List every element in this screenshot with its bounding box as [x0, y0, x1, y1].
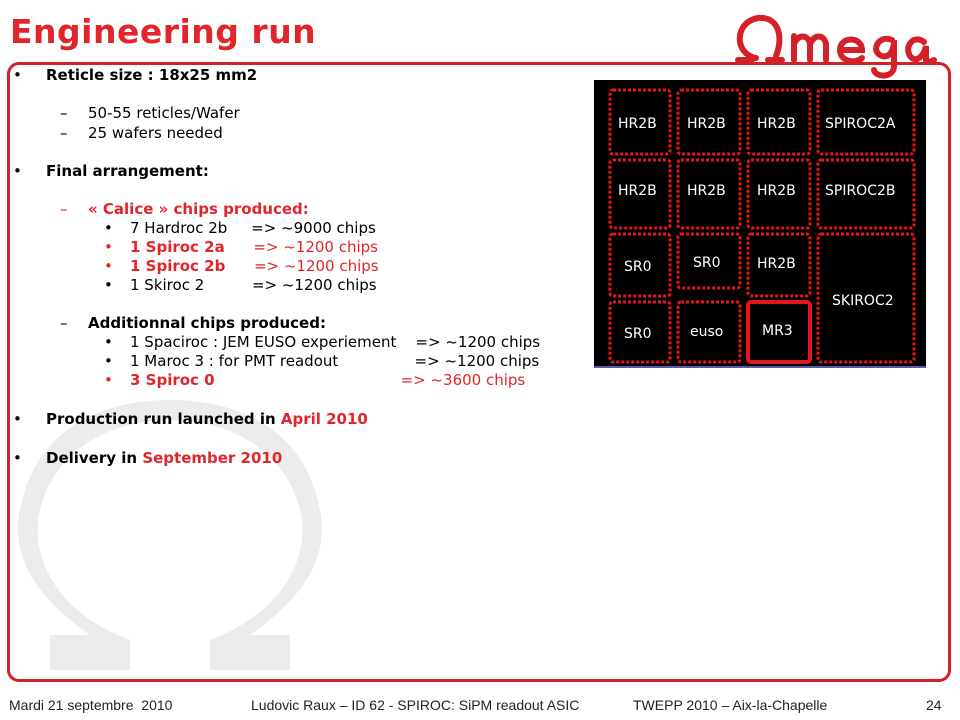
bullet-dot: •	[13, 66, 22, 84]
die-label: SR0	[693, 255, 721, 271]
die-label: SR0	[624, 326, 652, 342]
bullet-dot: •	[13, 449, 22, 467]
spiroc2a-item: 1 Spiroc 2a => ~1200 chips	[130, 238, 378, 256]
final-arrangement: Final arrangement:	[46, 162, 209, 180]
delivery-date: September 2010	[142, 449, 283, 467]
bullet-dot: •	[104, 333, 113, 351]
reticle-layout-image: HR2B HR2B HR2B SPIROC2A HR2B HR2B HR2B S…	[594, 80, 926, 376]
dash-marker: –	[60, 104, 68, 122]
slide-frame	[7, 62, 951, 682]
bullet-dot: •	[104, 257, 113, 275]
bullet-dot: •	[104, 352, 113, 370]
die-label: MR3	[762, 323, 793, 339]
calice-heading: « Calice » chips produced:	[88, 200, 309, 218]
spiroc0-item: 3 Spiroc 0 => ~3600 chips	[130, 371, 526, 389]
omega-logo-icon	[735, 14, 937, 79]
wafers-needed: 25 wafers needed	[88, 124, 223, 142]
reticle-bullet: Reticle size : 18x25 mm2	[46, 66, 258, 84]
skiroc-item: 1 Skiroc 2 => ~1200 chips	[130, 276, 377, 294]
bullet-dot: •	[13, 410, 22, 428]
die-label: HR2B	[757, 116, 796, 132]
spaciroc-item: 1 Spaciroc : JEM EUSO experiement => ~12…	[130, 333, 541, 351]
production-run: Production run launched in April 2010	[46, 410, 368, 428]
spiroc2b-item: 1 Spiroc 2b => ~1200 chips	[130, 257, 379, 275]
bullet-dot: •	[104, 219, 113, 237]
bullet-dot: •	[104, 238, 113, 256]
dash-marker: –	[60, 200, 68, 218]
reticles-per-wafer: 50-55 reticles/Wafer	[88, 104, 240, 122]
die-label: SR0	[624, 259, 652, 275]
die-label: HR2B	[687, 183, 726, 199]
footer-date: Mardi 21 septembre 2010	[9, 697, 173, 713]
delivery: Delivery in September 2010	[46, 449, 283, 467]
die-label: SKIROC2	[832, 293, 894, 309]
bullet-dot: •	[13, 162, 22, 180]
maroc-item: 1 Maroc 3 : for PMT readout => ~1200 chi…	[130, 352, 540, 370]
dash-marker: –	[60, 314, 68, 332]
hardroc-item: 7 Hardroc 2b => ~9000 chips	[130, 219, 376, 237]
additional-heading: Additionnal chips produced:	[88, 314, 326, 332]
die-label: HR2B	[687, 116, 726, 132]
page-number: 24	[926, 697, 942, 713]
dash-marker: –	[60, 124, 68, 142]
die-label: HR2B	[757, 256, 796, 272]
slide-title: Engineering run	[10, 12, 317, 51]
bullet-dot: •	[104, 371, 113, 389]
die-label: HR2B	[618, 183, 657, 199]
die-label: SPIROC2B	[825, 183, 896, 199]
bullet-dot: •	[104, 276, 113, 294]
die-label: euso	[690, 324, 723, 340]
die-label: SPIROC2A	[825, 116, 896, 132]
footer-event: TWEPP 2010 – Aix-la-Chapelle	[633, 697, 828, 713]
die-label: HR2B	[757, 183, 796, 199]
die-label: HR2B	[618, 116, 657, 132]
production-date: April 2010	[280, 410, 368, 428]
footer-author: Ludovic Raux – ID 62 - SPIROC: SiPM read…	[251, 697, 580, 713]
